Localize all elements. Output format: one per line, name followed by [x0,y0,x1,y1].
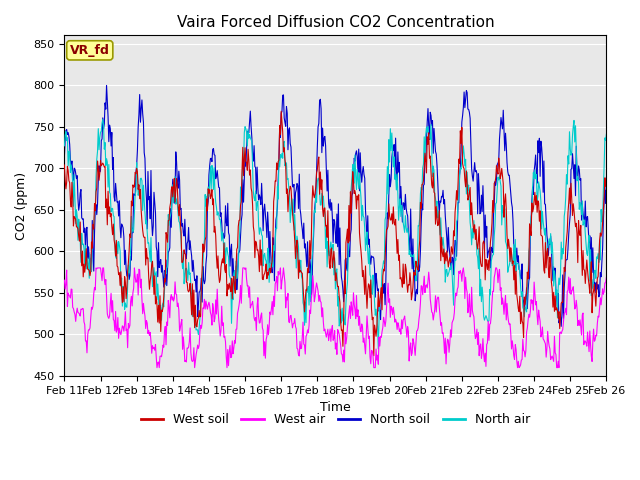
North soil [180,233,188,239]
West soil [203,196,211,202]
North air [602,132,610,137]
North soil [328,200,335,205]
North air [554,285,562,290]
West soil [602,184,610,190]
West air [92,265,100,271]
West air [328,323,336,328]
North soil [380,281,388,287]
North air [381,217,389,223]
North soil [557,324,565,329]
North soil [61,153,68,159]
West soil [381,257,389,263]
North soil [102,83,110,88]
West soil [179,257,187,263]
North air [374,346,382,351]
North soil [602,174,610,180]
North soil [204,204,211,210]
North air [99,117,107,122]
Line: West air: West air [65,268,606,368]
North air [61,143,68,149]
West soil [554,315,562,321]
North air [435,209,442,215]
X-axis label: Time: Time [320,401,351,414]
West soil [435,222,442,228]
West air [435,294,442,300]
North air [180,281,188,287]
Line: North soil: North soil [65,85,606,326]
Line: West soil: West soil [65,111,606,356]
West air [181,359,189,364]
Y-axis label: CO2 (ppm): CO2 (ppm) [15,171,28,240]
West air [153,365,161,371]
West soil [277,108,285,114]
North air [328,246,335,252]
West air [61,277,68,283]
West air [554,359,562,364]
Text: VR_fd: VR_fd [70,44,109,57]
West air [204,302,212,308]
North soil [554,304,561,310]
West soil [61,162,68,168]
West soil [328,245,335,251]
Title: Vaira Forced Diffusion CO2 Concentration: Vaira Forced Diffusion CO2 Concentration [177,15,494,30]
Legend: West soil, West air, North soil, North air: West soil, West air, North soil, North a… [136,408,535,431]
North air [204,193,211,199]
West air [602,275,610,280]
West soil [370,353,378,359]
West air [381,324,389,329]
North soil [434,179,442,185]
Line: North air: North air [65,120,606,348]
